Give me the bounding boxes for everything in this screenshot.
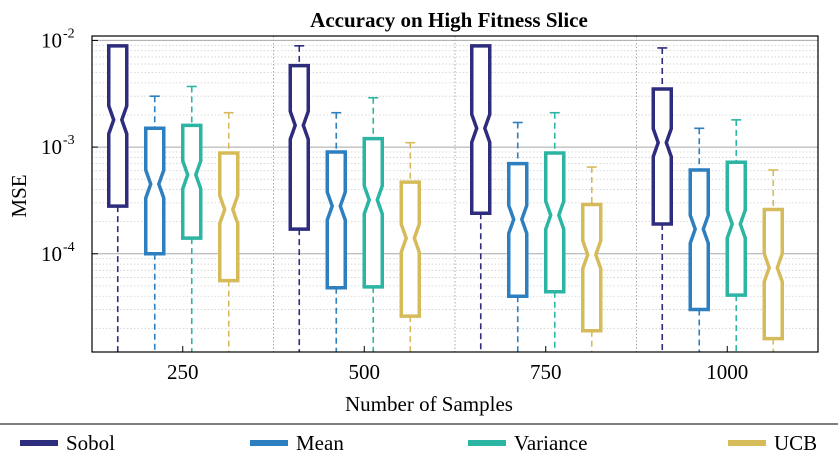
x-axis-label: Number of Samples [345, 392, 513, 416]
box-mean-750 [507, 161, 529, 298]
legend-label-ucb: UCB [774, 431, 817, 455]
box-sobol-500 [288, 63, 310, 231]
x-tick-label: 250 [167, 360, 199, 384]
box-variance-500 [362, 136, 384, 289]
box-variance-250 [181, 123, 203, 240]
box-mean-1000 [688, 168, 710, 312]
legend: Sobol Mean Variance UCB [20, 431, 817, 455]
y-tick-label: 10 [41, 135, 62, 159]
box-mean-250 [144, 126, 166, 256]
box-mean-500 [325, 150, 347, 290]
legend-label-mean: Mean [296, 431, 344, 455]
y-tick-exponent: -4 [63, 240, 75, 255]
box-sobol-750 [470, 44, 492, 215]
y-tick-label: 10 [41, 242, 62, 266]
y-tick-exponent: -2 [63, 26, 75, 41]
y-tick-label: 10 [41, 28, 62, 52]
chart-title: Accuracy on High Fitness Slice [310, 8, 588, 32]
box-ucb-1000 [762, 207, 784, 341]
y-axis-label: MSE [7, 174, 31, 217]
x-tick-label: 750 [530, 360, 562, 384]
y-tick-exponent: -3 [63, 133, 75, 148]
box-sobol-250 [107, 44, 129, 208]
box-variance-750 [544, 151, 566, 294]
box-ucb-500 [399, 180, 421, 318]
box-ucb-250 [218, 151, 240, 283]
axes-frame [91, 35, 819, 353]
x-tick-label: 500 [349, 360, 381, 384]
box-sobol-1000 [651, 87, 673, 226]
legend-label-variance: Variance [514, 431, 587, 455]
box-ucb-750 [581, 202, 603, 333]
x-tick-label: 1000 [706, 360, 748, 384]
legend-label-sobol: Sobol [66, 431, 115, 455]
box-variance-1000 [725, 160, 747, 297]
